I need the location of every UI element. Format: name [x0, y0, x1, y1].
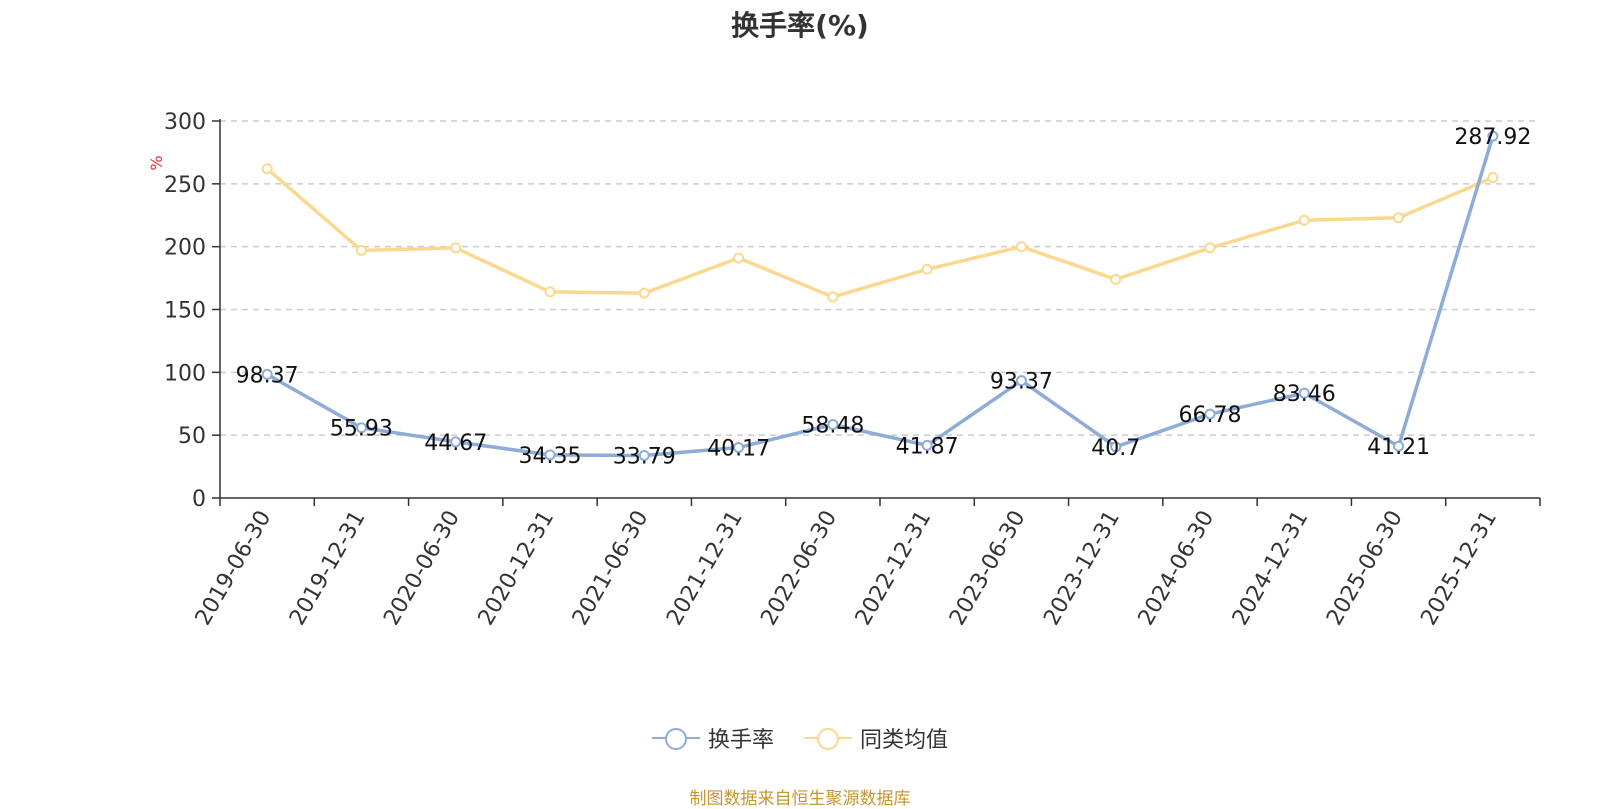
data-point [1487, 130, 1499, 142]
data-point [638, 287, 650, 299]
grid-lines [220, 120, 1540, 436]
x-tick-label: 2024-12-31 [1228, 507, 1314, 630]
y-tick-label: 200 [164, 236, 206, 261]
x-tick-label: 2023-12-31 [1039, 507, 1125, 630]
source-note: 制图数据来自恒生聚源数据库 [689, 789, 911, 809]
x-tick-label: 2021-06-30 [568, 507, 654, 630]
data-point [1298, 387, 1310, 399]
data-label: 41.87 [896, 434, 959, 459]
legend: 换手率 同类均值 [0, 722, 1600, 754]
data-point [1298, 214, 1310, 226]
data-label: 34.35 [519, 444, 582, 469]
legend-label-peer-average: 同类均值 [860, 728, 949, 753]
legend-item-turnover[interactable]: 换手率 [651, 722, 774, 754]
data-point [827, 291, 839, 303]
legend-marker-peer-average [804, 728, 852, 750]
data-point [638, 450, 650, 462]
data-label: 58.48 [801, 414, 864, 439]
y-tick-label: 250 [164, 173, 206, 198]
data-point [450, 436, 462, 448]
data-labels: 98.37 55.93 44.67 34.35 33.79 40.17 58.48 41.87… [236, 125, 1532, 469]
data-point [1110, 441, 1122, 453]
y-tick-label: 300 [164, 110, 206, 135]
y-tick-label: 50 [178, 424, 206, 449]
x-tick-label: 2023-06-30 [945, 507, 1031, 630]
x-tick-label: 2020-06-30 [379, 507, 465, 630]
data-point [355, 422, 367, 434]
data-point [261, 368, 273, 380]
data-point [1015, 241, 1027, 253]
legend-marker-turnover [651, 728, 700, 750]
x-tick-label: 2019-06-30 [191, 507, 277, 630]
x-tick-label: 2020-12-31 [474, 507, 560, 630]
data-point [1393, 440, 1405, 452]
data-label: 44.67 [424, 431, 487, 456]
y-axis-unit-label: % [147, 155, 166, 170]
data-label: 66.78 [1179, 403, 1242, 428]
data-point [733, 252, 745, 264]
x-tick-label: 2025-06-30 [1322, 507, 1408, 630]
data-label: 33.79 [613, 445, 676, 470]
data-point [1487, 172, 1499, 184]
data-label: 41.21 [1367, 435, 1430, 460]
data-point [921, 263, 933, 275]
data-label: 83.46 [1273, 382, 1336, 407]
x-tick-label: 2019-12-31 [285, 507, 371, 630]
data-point [1110, 273, 1122, 285]
data-point [1204, 408, 1216, 420]
x-tick-label: 2022-06-30 [756, 507, 842, 630]
y-tick-label: 0 [192, 487, 206, 512]
chart-title: 换手率(%) [731, 9, 869, 42]
data-point [1015, 375, 1027, 387]
x-tick-label: 2021-12-31 [662, 507, 748, 630]
data-point [1204, 242, 1216, 254]
data-point [827, 419, 839, 431]
x-tick-label: 2022-12-31 [851, 506, 937, 629]
legend-label-turnover: 换手率 [707, 728, 774, 753]
x-tick-label: 2025-12-31 [1416, 507, 1502, 630]
data-point [355, 244, 367, 256]
data-point [544, 286, 556, 298]
data-label: 40.7 [1091, 436, 1140, 461]
x-tick-label: 2024-06-30 [1134, 507, 1220, 630]
y-tick-label: 100 [164, 361, 206, 386]
series-line-0 [266, 135, 1495, 458]
data-point [733, 442, 745, 454]
legend-item-peer-average[interactable]: 同类均值 [804, 722, 948, 754]
data-point [1393, 212, 1405, 224]
data-label: 40.17 [707, 437, 770, 462]
data-point [450, 242, 462, 254]
data-point [544, 449, 556, 461]
data-label: 93.37 [990, 370, 1053, 395]
data-label: 55.93 [330, 417, 393, 442]
data-label: 287.92 [1454, 125, 1531, 150]
data-point [261, 163, 273, 175]
data-point [921, 439, 933, 451]
series-line-1 [265, 167, 1494, 299]
series-lines [261, 130, 1499, 462]
data-label: 98.37 [236, 363, 299, 388]
y-tick-label: 150 [164, 299, 206, 324]
